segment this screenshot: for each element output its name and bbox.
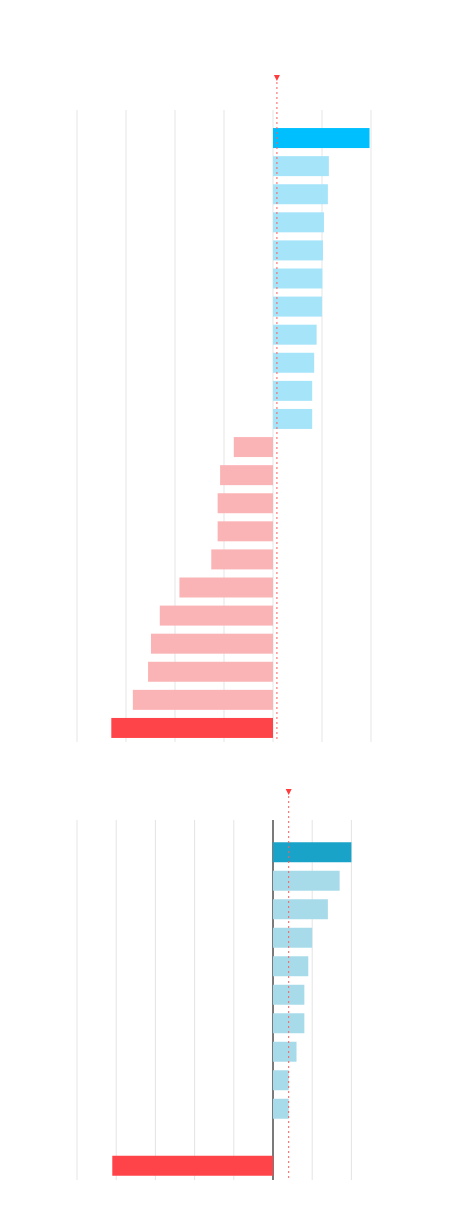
bar	[273, 324, 317, 345]
bar	[273, 870, 340, 891]
bar	[273, 352, 315, 373]
bar	[273, 380, 313, 401]
bar	[273, 1070, 289, 1091]
bar	[179, 577, 273, 598]
bar	[273, 268, 323, 289]
bar	[273, 1041, 297, 1062]
bar	[273, 408, 313, 429]
bar	[150, 633, 273, 654]
bar	[220, 465, 273, 486]
bar	[273, 156, 329, 177]
bar	[159, 605, 273, 626]
bar	[273, 984, 305, 1005]
bar	[273, 184, 328, 205]
bar	[273, 296, 322, 317]
bar	[112, 1155, 273, 1176]
bar	[217, 521, 273, 542]
bar	[273, 212, 324, 233]
bar	[273, 927, 313, 948]
bar	[217, 493, 273, 514]
top-bar-chart	[76, 75, 372, 742]
bar	[148, 661, 273, 682]
bar	[273, 842, 352, 863]
bar	[111, 717, 273, 738]
bar	[211, 549, 273, 570]
bar	[273, 899, 328, 920]
bar	[273, 1013, 305, 1034]
reference-marker-icon	[273, 75, 280, 81]
bar	[132, 689, 273, 710]
bar	[273, 956, 309, 977]
bar	[233, 437, 273, 458]
bar	[273, 128, 370, 149]
reference-marker-icon	[285, 789, 292, 795]
bar	[273, 240, 323, 261]
bottom-bar-chart	[76, 789, 352, 1180]
bar	[273, 1098, 289, 1119]
